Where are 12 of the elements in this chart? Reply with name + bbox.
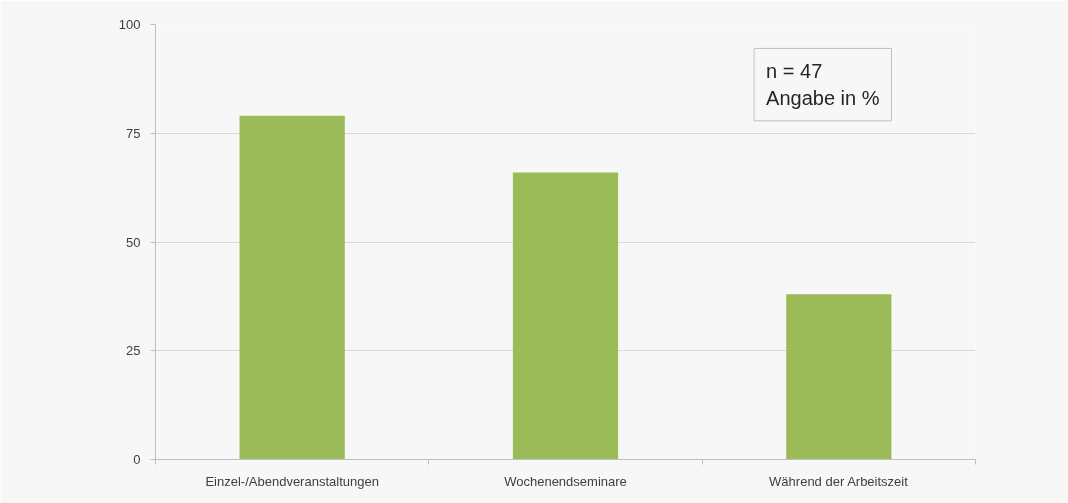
y-tick-label: 0 — [133, 452, 141, 467]
x-tick-label: Während der Arbeitszeit — [769, 473, 909, 489]
bar — [239, 115, 345, 460]
y-tick-label: 75 — [126, 125, 141, 141]
x-tick-label: Wochenendseminare — [504, 473, 627, 489]
x-tick-label: Einzel-/Abendveranstaltungen — [205, 473, 379, 489]
y-tick-label: 25 — [126, 343, 141, 359]
bar — [786, 294, 892, 460]
y-tick-label: 100 — [118, 17, 141, 32]
annotation: n = 47 Angabe in % — [766, 60, 880, 109]
bar — [512, 172, 619, 460]
y-tick-label: 50 — [126, 234, 141, 250]
